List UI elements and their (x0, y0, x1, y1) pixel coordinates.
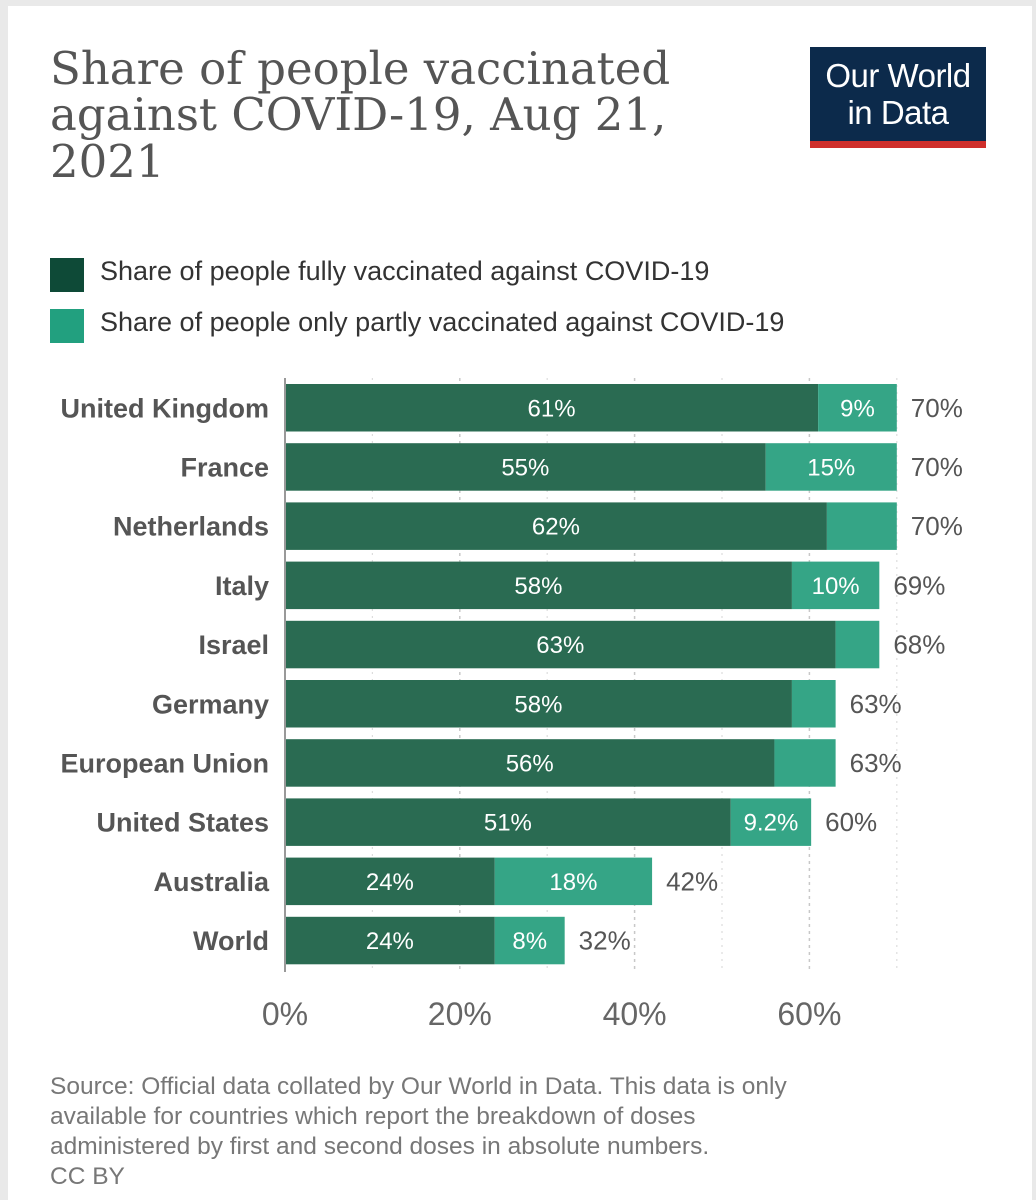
category-label-united-states: United States (96, 808, 269, 838)
total-label-united-states: 60% (825, 807, 877, 837)
x-tick-label-40: 40% (603, 996, 667, 1032)
license-label: CC BY (50, 1163, 125, 1190)
bar-partly-germany (791, 680, 836, 728)
bar-partly-world (494, 916, 565, 965)
title-line-1: Share of people vaccinated (50, 42, 671, 95)
bar-fully-world (285, 916, 495, 965)
category-label-netherlands: Netherlands (113, 512, 269, 542)
bar-partly-united-kingdom (818, 384, 897, 432)
category-label-israel: Israel (198, 630, 269, 660)
total-label-france: 70% (911, 452, 963, 482)
category-label-australia: Australia (153, 867, 270, 897)
total-label-israel: 68% (893, 630, 945, 660)
title-line-2: against COVID-19, Aug 21, (50, 88, 667, 142)
category-label-united-kingdom: United Kingdom (61, 393, 269, 423)
bar-fully-italy (285, 561, 792, 610)
logo-line-1: Our World (825, 57, 971, 94)
legend-label-partly: Share of people only partly vaccinated a… (100, 307, 785, 337)
source-line-1: Source: Official data collated by Our Wo… (50, 1073, 787, 1100)
bar-partly-netherlands (826, 502, 897, 550)
bar-fully-france (285, 443, 766, 491)
bar-fully-united-states (285, 798, 731, 846)
x-tick-label-60: 60% (777, 996, 841, 1032)
legend-swatch-fully (50, 258, 84, 292)
legend-label-fully: Share of people fully vaccinated against… (100, 256, 710, 286)
bar-partly-australia (494, 857, 653, 906)
data-label-fully-israel: 63% (536, 632, 584, 659)
total-label-netherlands: 70% (911, 511, 963, 541)
source-line-3: administered by first and second doses i… (50, 1133, 710, 1160)
data-label-partly-united-states: 9.2% (744, 810, 799, 837)
bar-partly-italy (791, 561, 880, 610)
bar-fully-netherlands (285, 502, 827, 550)
data-label-fully-france: 55% (501, 454, 549, 481)
data-label-fully-netherlands: 62% (532, 514, 580, 541)
bar-fully-israel (285, 620, 836, 669)
x-tick-label-20: 20% (428, 996, 492, 1032)
data-label-fully-european-union: 56% (506, 750, 554, 777)
total-label-germany: 63% (850, 689, 902, 719)
bar-partly-european-union (774, 739, 836, 787)
data-label-fully-germany: 58% (514, 691, 562, 718)
our-world-in-data-logo[interactable]: Our World in Data (810, 47, 986, 148)
total-label-european-union: 63% (850, 748, 902, 778)
category-label-world: World (193, 926, 269, 956)
logo-line-2: in Data (847, 94, 949, 131)
total-label-world: 32% (579, 926, 631, 956)
source-note: Source: Official data collated by Our Wo… (50, 1072, 950, 1192)
total-label-united-kingdom: 70% (911, 393, 963, 423)
x-tick-label-0: 0% (262, 996, 308, 1032)
source-line-2: available for countries which report the… (50, 1103, 696, 1130)
stacked-bar-chart: United Kingdom 61% 9% 70% France 55% 15% 70% Net… (61, 378, 963, 1032)
bar-fully-european-union (285, 739, 775, 787)
chart-title: Share of people vaccinated against COVID… (50, 45, 690, 188)
data-label-partly-united-kingdom: 9% (840, 395, 875, 422)
category-label-european-union: European Union (61, 748, 270, 778)
data-label-fully-australia: 24% (366, 869, 414, 896)
category-label-france: France (180, 452, 269, 482)
data-label-partly-italy: 10% (812, 573, 860, 600)
bar-fully-germany (285, 680, 792, 728)
data-label-fully-united-kingdom: 61% (528, 395, 576, 422)
bar-partly-france (765, 443, 897, 491)
category-label-germany: Germany (152, 689, 269, 719)
data-label-fully-united-states: 51% (484, 810, 532, 837)
bar-partly-israel (835, 620, 880, 669)
total-label-australia: 42% (666, 866, 718, 896)
data-label-fully-world: 24% (366, 928, 414, 955)
title-line-3: 2021 (50, 134, 165, 188)
bar-fully-united-kingdom (285, 384, 819, 432)
data-label-partly-world: 8% (512, 928, 547, 955)
bar-partly-united-states (730, 798, 812, 846)
bar-fully-australia (285, 857, 495, 906)
data-label-partly-australia: 18% (549, 869, 597, 896)
data-label-fully-italy: 58% (514, 573, 562, 600)
data-label-partly-france: 15% (807, 454, 855, 481)
legend-swatch-partly (50, 309, 84, 343)
category-label-italy: Italy (215, 571, 269, 601)
total-label-italy: 69% (893, 570, 945, 600)
